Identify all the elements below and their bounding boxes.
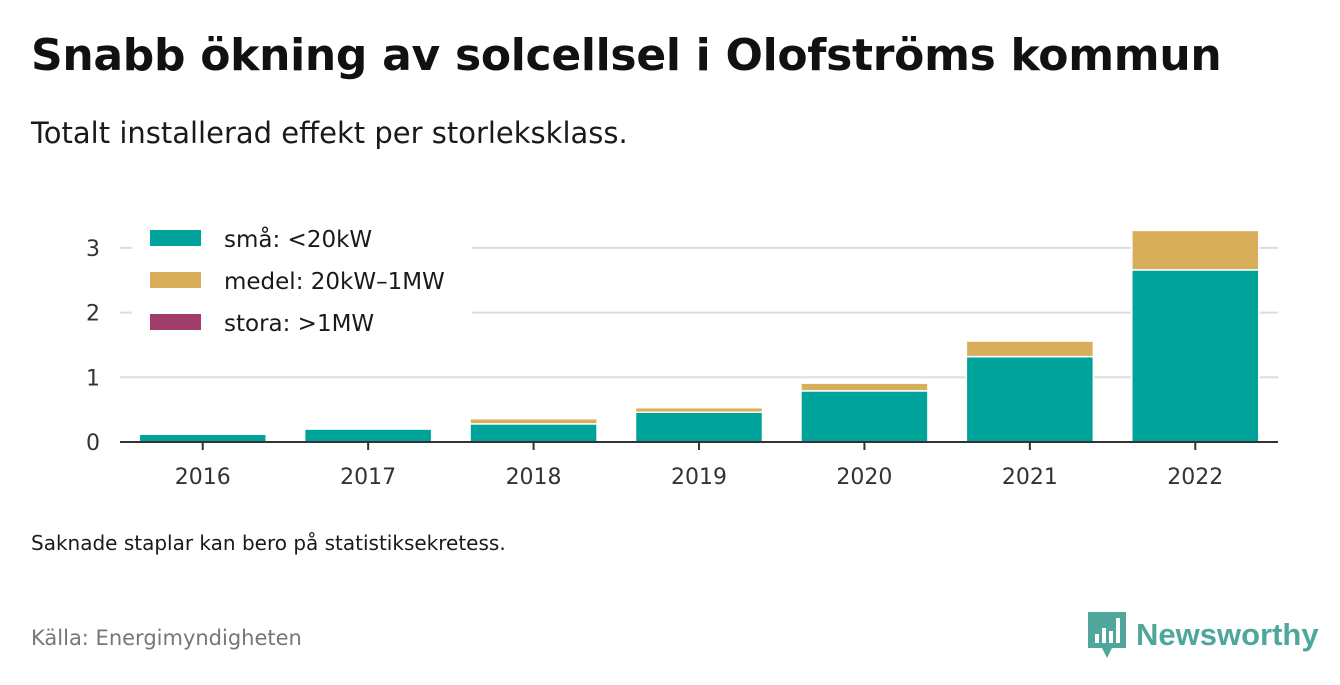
newsworthy-chart-icon — [1088, 612, 1126, 658]
legend-label-medium: medel: 20kW–1MW — [224, 269, 445, 295]
brand-name: Newsworthy — [1136, 617, 1319, 652]
x-tick-label: 2017 — [340, 465, 396, 490]
chart-subtitle: Totalt installerad effekt per storlekskl… — [31, 116, 628, 150]
y-tick-label: 2 — [86, 302, 100, 327]
footnote: Saknade staplar kan bero på statistiksek… — [31, 531, 506, 555]
y-tick-label: 3 — [86, 237, 100, 262]
source-credit: Källa: Energimyndigheten — [31, 626, 302, 650]
bar-segment-small — [469, 423, 598, 443]
legend-label-large: stora: >1MW — [224, 311, 374, 337]
bar-segment-medium — [965, 340, 1095, 358]
bar-segment-medium — [469, 417, 598, 425]
legend-swatch-small — [150, 230, 201, 246]
bar-segment-small — [303, 428, 433, 443]
chart-title: Snabb ökning av solcellsel i Olofströms … — [31, 30, 1222, 81]
brand-logo[interactable]: Newsworthy — [1088, 612, 1319, 658]
bar-segment-small — [138, 433, 267, 443]
bar-segment-medium — [634, 406, 764, 413]
y-tick-label: 1 — [86, 366, 100, 391]
legend-swatch-large — [150, 314, 201, 330]
bar-segment-small — [965, 355, 1095, 443]
bar-segment-small — [1131, 269, 1260, 443]
bar-segment-small — [800, 390, 929, 443]
bar-segment-medium — [800, 382, 929, 392]
legend-swatch-medium — [150, 272, 201, 288]
x-tick-label: 2020 — [836, 465, 892, 490]
x-tick-label: 2018 — [506, 465, 562, 490]
x-tick-label: 2021 — [1002, 465, 1058, 490]
y-tick-label: 0 — [86, 431, 100, 456]
bar-segment-medium — [1131, 229, 1260, 271]
bar-segment-small — [634, 411, 764, 443]
stacked-bar-chart: 0 1 2 3 2016 2017 2018 2019 2020 2021 2022 små: <20… — [86, 225, 1278, 490]
x-tick-label: 2016 — [175, 465, 231, 490]
legend-label-small: små: <20kW — [224, 225, 372, 253]
x-tick-label: 2022 — [1167, 465, 1223, 490]
x-tick-label: 2019 — [671, 465, 727, 490]
